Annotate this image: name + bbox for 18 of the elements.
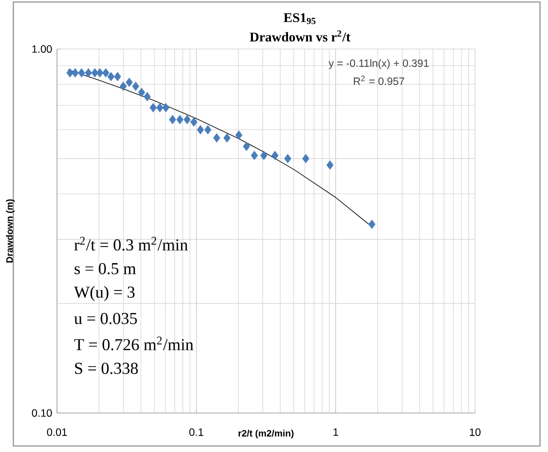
annotation: T = 0.726 m$^{2}$/min [74,336,194,350]
annotation: y = -0.11ln(x) + 0.391 [328,59,429,70]
annotation: W(u) = 3 [74,286,135,302]
x-tick-label: 0.01 [47,428,67,436]
chart-title: ES1$_{95}$ [284,13,316,24]
annotation: R$^{2}$ = 0.957 [354,76,404,86]
chart-subtitle: Drawdown vs r$^{2}$/t [250,30,350,42]
y-tick-label: 1.00 [32,45,52,53]
y-axis-title: Drawdown (m) [6,199,15,263]
x-tick-label: 10 [470,428,481,436]
annotation: S = 0.338 [75,362,138,374]
x-axis-title: r2/t (m2/min) [238,430,294,438]
x-tick-label: 1 [334,428,338,436]
annotation: r$^{2}$/t = 0.3 m$^{2}$/min [74,236,188,251]
annotation: u = 0.035 [74,312,137,324]
y-tick-label: 0.10 [32,409,52,417]
x-tick-label: 0.1 [189,428,204,436]
annotation: s = 0.5 m [74,263,136,274]
